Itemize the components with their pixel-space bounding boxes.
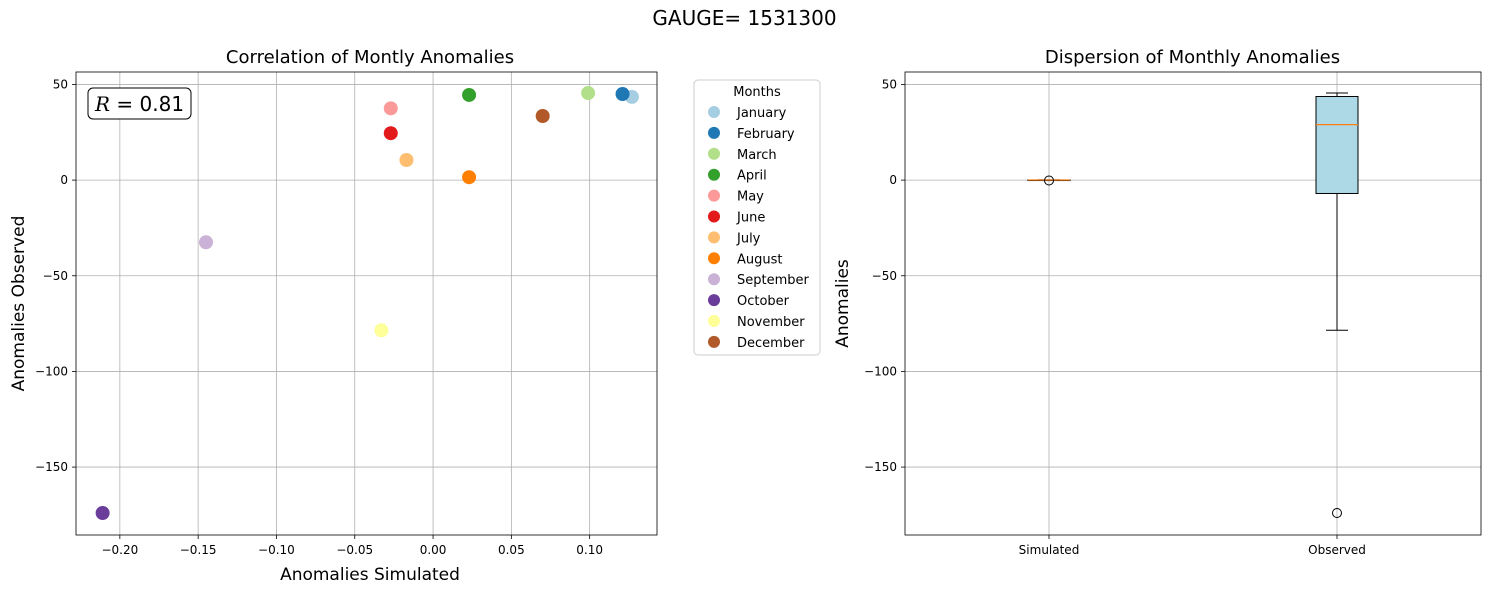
legend-frame — [693, 79, 821, 356]
scatter-xlabel: Anomalies Simulated — [280, 565, 460, 585]
scatter-point-september — [198, 235, 213, 250]
scatter-xtick-label: −0.20 — [101, 543, 138, 557]
scatter-xtick-label: 0.00 — [420, 543, 447, 557]
scatter-axes-frame — [75, 71, 658, 536]
scatter-ticks: −0.20 −0.15 −0.10 −0.05 0.00 0.05 0.10 50 0 −50 −1… — [35, 77, 603, 557]
legend-marker-september — [708, 273, 720, 286]
scatter-ytick-label: 0 — [60, 173, 68, 187]
boxplot-xtick-label: Simulated — [1019, 543, 1080, 557]
legend-label-august: August — [737, 252, 783, 267]
r-symbol: R — [94, 92, 110, 116]
legend-label-june: June — [736, 211, 765, 226]
figure-suptitle: GAUGE= 1531300 — [652, 6, 836, 30]
scatter-xtick-label: −0.15 — [180, 543, 217, 557]
scatter-ytick-label: −150 — [35, 460, 68, 474]
scatter-panel: Correlation of Montly Anomalies −0.20 −0.… — [9, 47, 658, 585]
boxplot-ytick-label: 50 — [882, 77, 897, 91]
legend-label-march: March — [737, 148, 777, 163]
boxplot-ytick-label: −100 — [864, 364, 897, 378]
boxplot-ytick-label: −150 — [864, 460, 897, 474]
boxplot-gridlines — [905, 72, 1481, 535]
outlier-observed — [1332, 507, 1342, 518]
boxplot-title: Dispersion of Monthly Anomalies — [1045, 47, 1340, 68]
outlier-simulated — [1044, 175, 1054, 186]
boxplot-ticks: Simulated Observed 50 0 −50 −100 −150 — [864, 77, 1366, 557]
scatter-point-november — [374, 323, 389, 338]
legend-marker-august — [708, 252, 720, 265]
legend-label-july: July — [736, 231, 761, 246]
boxplot-axes-frame — [904, 71, 1482, 536]
legend-marker-february — [708, 126, 720, 139]
scatter-point-may — [383, 101, 398, 116]
scatter-gridlines — [76, 72, 657, 535]
legend-label-december: December — [737, 336, 805, 351]
legend-label-january: January — [736, 106, 787, 121]
scatter-xtick-label: −0.10 — [258, 543, 295, 557]
scatter-point-august — [462, 170, 477, 185]
legend-marker-july — [708, 231, 720, 244]
scatter-point-december — [535, 109, 550, 124]
scatter-xtick-label: 0.10 — [576, 543, 603, 557]
legend-marker-june — [708, 210, 720, 223]
scatter-ylabel: Anomalies Observed — [9, 216, 29, 392]
legend-title: Months — [733, 85, 781, 100]
scatter-title: Correlation of Montly Anomalies — [226, 47, 514, 68]
legend-label-november: November — [737, 315, 805, 330]
r-value: 0.81 — [140, 92, 185, 116]
scatter-point-april — [462, 87, 477, 102]
scatter-point-february — [615, 87, 630, 102]
boxplot-ytick-label: 0 — [889, 173, 897, 187]
boxplot-ytick-label: −50 — [872, 269, 897, 283]
legend-marker-january — [708, 106, 720, 118]
legend-marker-november — [708, 315, 720, 327]
boxplot-ylabel: Anomalies — [833, 259, 853, 348]
r-equals: = — [110, 92, 139, 116]
r-annotation-text: R = 0.81 — [94, 92, 184, 116]
scatter-point-june — [383, 126, 398, 141]
scatter-ytick-label: −100 — [35, 364, 68, 378]
boxplot-boxes — [1027, 92, 1359, 518]
scatter-point-march — [581, 86, 596, 101]
legend-label-april: April — [737, 169, 767, 184]
legend-marker-march — [708, 147, 720, 160]
scatter-xtick-label: −0.05 — [336, 543, 373, 557]
scatter-point-july — [399, 153, 414, 168]
legend-label-may: May — [737, 190, 764, 205]
r-annotation: R = 0.81 — [87, 87, 192, 120]
box-observed — [1315, 95, 1359, 194]
scatter-ytick-label: −50 — [43, 269, 68, 283]
scatter-point-october — [95, 505, 110, 520]
legend-marker-december — [708, 335, 720, 348]
legend-label-september: September — [737, 273, 810, 288]
legend-marker-october — [708, 294, 720, 307]
scatter-points — [95, 86, 639, 520]
legend-label-february: February — [737, 127, 795, 142]
legend-label-october: October — [737, 294, 790, 309]
legend-marker-may — [708, 189, 720, 202]
legend-marker-april — [708, 168, 720, 181]
r-annotation-box — [87, 87, 192, 120]
months-legend: Months January February March April May June J… — [693, 79, 821, 356]
boxplot-panel: Dispersion of Monthly Anomalies Simulate… — [833, 47, 1482, 557]
scatter-xtick-label: 0.05 — [498, 543, 525, 557]
boxplot-xtick-label: Observed — [1308, 543, 1366, 557]
scatter-ytick-label: 50 — [53, 77, 68, 91]
